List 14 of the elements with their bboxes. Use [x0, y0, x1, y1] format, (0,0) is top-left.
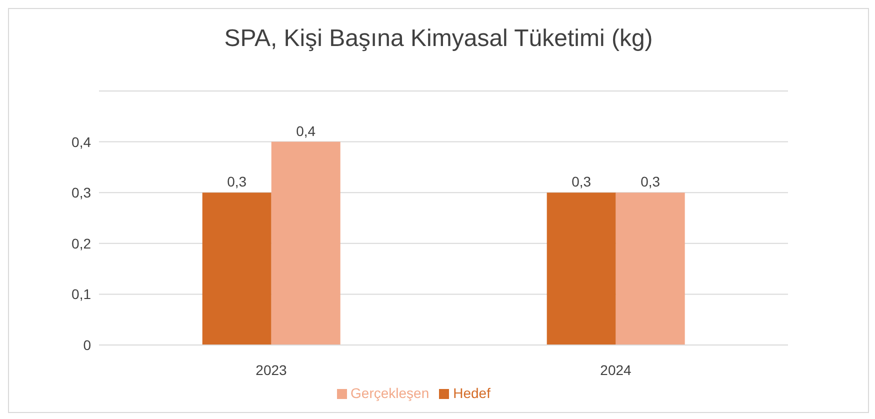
- data-label: 0,3: [640, 174, 660, 190]
- y-tick-label: 0,4: [72, 134, 92, 150]
- legend-label: Gerçekleşen: [350, 385, 430, 401]
- chart-title: SPA, Kişi Başına Kimyasal Tüketimi (kg): [223, 25, 654, 54]
- legend-label: Hedef: [453, 385, 490, 401]
- data-label: 0,3: [572, 174, 592, 190]
- x-tick-label: 2024: [600, 362, 632, 378]
- x-tick-label: 2023: [256, 362, 288, 378]
- y-tick-label: 0,1: [72, 286, 92, 302]
- data-label: 0,4: [296, 122, 316, 139]
- data-label: 0,3: [227, 174, 247, 190]
- y-tick-label: 0: [83, 336, 92, 353]
- y-tick-label: 0,2: [72, 235, 92, 252]
- y-tick-label: 0,3: [72, 184, 92, 201]
